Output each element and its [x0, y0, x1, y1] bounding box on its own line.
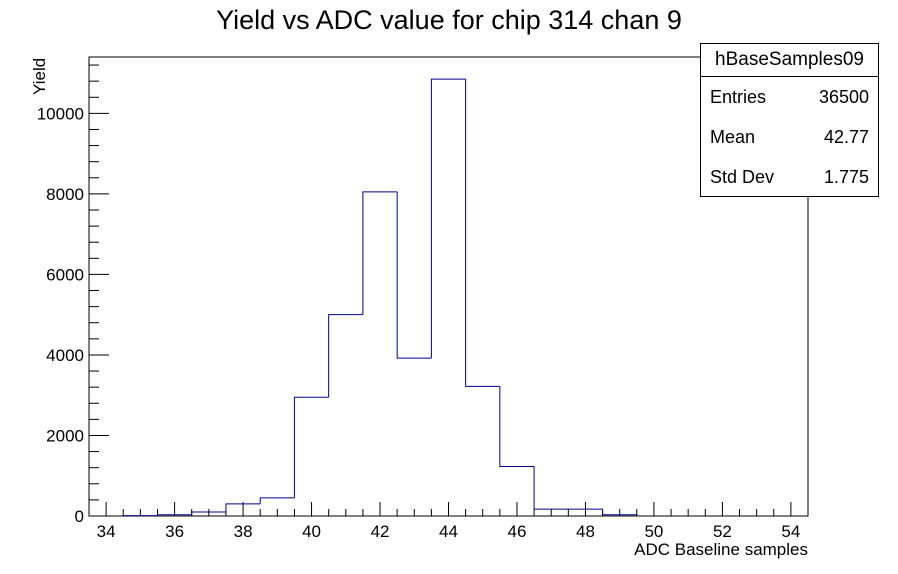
x-tick-label: 42	[371, 522, 390, 541]
histogram-bin	[328, 314, 363, 398]
stats-row-mean: Mean 42.77	[701, 117, 878, 157]
stats-value: 36500	[818, 86, 869, 107]
stats-label: Std Dev	[710, 166, 775, 187]
x-tick-label: 50	[644, 522, 663, 541]
x-tick-label: 54	[781, 522, 800, 541]
chart-title: Yield vs ADC value for chip 314 chan 9	[216, 5, 682, 35]
y-tick-label: 0	[75, 507, 84, 526]
histogram-bin	[533, 466, 569, 510]
x-tick-label: 48	[576, 522, 595, 541]
histogram-bin	[362, 191, 398, 315]
x-tick-label: 34	[97, 522, 116, 541]
y-tick-label: 8000	[46, 185, 84, 204]
stats-row-entries: Entries 36500	[701, 77, 878, 117]
x-tick-label: 40	[302, 522, 321, 541]
stats-value: 1.775	[823, 166, 869, 187]
stats-label: Entries	[710, 86, 767, 107]
x-tick-label: 44	[439, 522, 458, 541]
y-tick-label: 4000	[46, 346, 84, 365]
y-tick-label: 2000	[46, 426, 84, 445]
stats-box: hBaseSamples09 Entries 36500 Mean 42.77 …	[700, 43, 879, 197]
histogram-bin	[225, 503, 261, 512]
histogram-bin	[191, 511, 226, 515]
histogram-bin	[465, 79, 500, 387]
stats-title: hBaseSamples09	[701, 44, 878, 77]
histogram-bin	[430, 78, 466, 359]
x-tick-label: 46	[508, 522, 527, 541]
histogram-bin	[259, 497, 295, 504]
y-tick-label: 10000	[37, 104, 84, 123]
histogram-bin	[396, 191, 432, 359]
stats-value: 42.77	[823, 126, 869, 147]
y-tick-label: 6000	[46, 265, 84, 284]
stats-label: Mean	[710, 126, 756, 147]
x-tick-label: 52	[713, 522, 732, 541]
x-tick-label: 36	[165, 522, 184, 541]
histogram-bin	[602, 509, 638, 516]
histogram-bin	[499, 386, 535, 467]
x-axis-label: ADC Baseline samples	[634, 540, 808, 559]
histogram-bin	[293, 396, 329, 498]
y-axis-label: Yield	[30, 58, 49, 95]
histogram-bin	[156, 514, 192, 516]
stats-row-stddev: Std Dev 1.775	[701, 157, 878, 197]
x-tick-label: 38	[234, 522, 253, 541]
